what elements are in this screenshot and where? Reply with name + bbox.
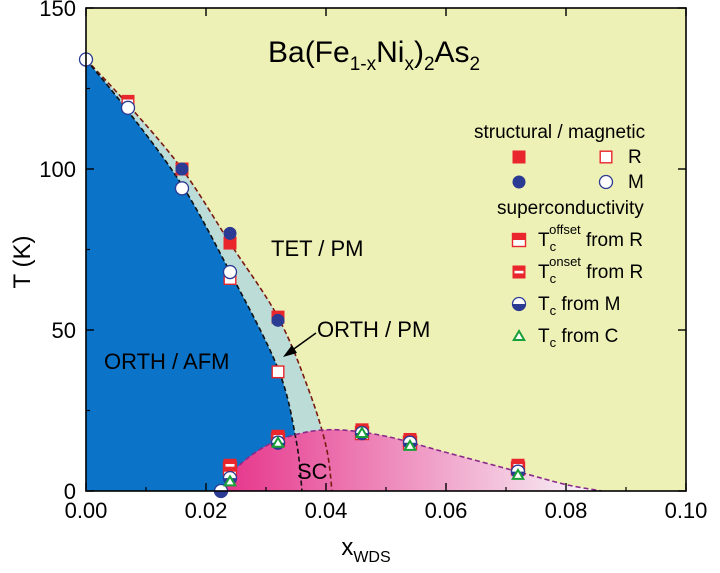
- legend-entry-sub: c: [550, 239, 557, 254]
- legend-entry-main: T: [538, 262, 550, 283]
- y-tick-label: 0: [64, 479, 76, 504]
- x-axis-label: xWDS: [341, 534, 390, 566]
- chart-title-part: Ba(Fe: [268, 36, 350, 69]
- chart-title: Ba(Fe1-xNix)2As2: [268, 36, 480, 75]
- chart-title-part: 2: [424, 54, 435, 75]
- legend-header-superconductivity: superconductivity: [497, 198, 644, 219]
- legend-marker-struct-r: [512, 150, 526, 164]
- y-tick-label: 100: [39, 157, 76, 182]
- data-point-tc_C: [223, 474, 237, 487]
- legend-entry-sub: c: [550, 303, 557, 318]
- legend: structural / magnetic R M superconductiv…: [474, 122, 645, 350]
- x-axis-label-main: x: [341, 534, 353, 561]
- data-point-struct_M: [223, 226, 237, 240]
- orth-afm-region: [86, 59, 302, 491]
- legend-entry-main: T: [538, 294, 550, 315]
- legend-header-structural-magnetic: structural / magnetic: [474, 122, 645, 143]
- chart-title-part: ): [414, 36, 424, 69]
- structural-transition-line: [86, 58, 333, 491]
- x-tick-label: 0.10: [665, 498, 708, 523]
- data-point-tc_C: [511, 467, 525, 480]
- legend-entry-suffix: from C: [556, 326, 618, 347]
- x-axis-label-sub: WDS: [353, 549, 390, 566]
- x-tick-label: 0.02: [185, 498, 228, 523]
- legend-entry-sub: c: [550, 335, 557, 350]
- data-point-tc_C: [403, 438, 417, 451]
- x-tick-label: 0.08: [545, 498, 588, 523]
- legend-entry-label: Tc offset from R: [538, 222, 643, 254]
- y-tick-label: 150: [39, 0, 76, 21]
- legend-marker-square_mid_band: [512, 265, 526, 279]
- legend-entry-label: Tc from C: [538, 326, 618, 350]
- y-tick-label: 50: [52, 318, 76, 343]
- legend-marker-triangle_green: [512, 329, 526, 341]
- data-point-tc_C: [271, 435, 285, 448]
- orth-pm-arrowhead: [283, 345, 297, 357]
- region-label-orth-pm: ORTH / PM: [317, 317, 430, 342]
- x-tick-label: 0.06: [425, 498, 468, 523]
- data-point-mag_M: [222, 264, 238, 280]
- legend-entry-sup: onset: [549, 254, 581, 269]
- legend-marker-mag-r: [599, 150, 613, 164]
- x-tick-label: 0.00: [65, 498, 108, 523]
- legend-entry-label: Tc onset from R: [538, 254, 643, 286]
- legend-entry-suffix: from R: [581, 262, 643, 283]
- data-point-struct_M: [271, 313, 285, 327]
- chart-title-part: 2: [470, 54, 481, 75]
- legend-entry-suffix: from M: [556, 294, 620, 315]
- region-label-sc: SC: [297, 459, 328, 484]
- chart-title-part: x: [404, 54, 414, 75]
- legend-entry-main: T: [538, 326, 550, 347]
- legend-marker-mag-m: [598, 174, 614, 190]
- data-point-struct_R: [223, 236, 237, 250]
- legend-marker-struct-m: [512, 175, 526, 189]
- y-axis-label: T (K): [9, 236, 36, 289]
- chart-title-part: 1-x: [350, 54, 377, 75]
- legend-entry-sub: c: [550, 271, 557, 286]
- data-point-mag_M: [120, 100, 136, 115]
- data-point-tc_C: [355, 426, 369, 439]
- region-label-tet-pm: TET / PM: [271, 236, 364, 261]
- data-point-tc_onset_R: [223, 458, 237, 472]
- legend-entry-label: Tc from M: [538, 294, 621, 318]
- data-point-mag_R: [271, 365, 285, 379]
- legend-entry-sup: offset: [549, 222, 581, 237]
- legend-label-m: M: [628, 172, 644, 193]
- x-tick-label: 0.04: [305, 498, 348, 523]
- orth-pm-arrow: [290, 332, 317, 352]
- data-point-struct_M: [175, 162, 189, 176]
- legend-entry-main: T: [538, 230, 550, 251]
- sc-region: [221, 429, 602, 491]
- legend-marker-square_top_half: [511, 232, 527, 248]
- data-point-mag_M: [174, 181, 190, 196]
- legend-label-r: R: [628, 147, 642, 168]
- legend-marker-circle_bottom_half: [511, 296, 527, 312]
- chart-title-part: As: [435, 36, 470, 69]
- legend-entry-suffix: from R: [581, 230, 643, 251]
- region-label-orth-afm: ORTH / AFM: [104, 349, 230, 374]
- chart-title-part: Ni: [376, 36, 404, 69]
